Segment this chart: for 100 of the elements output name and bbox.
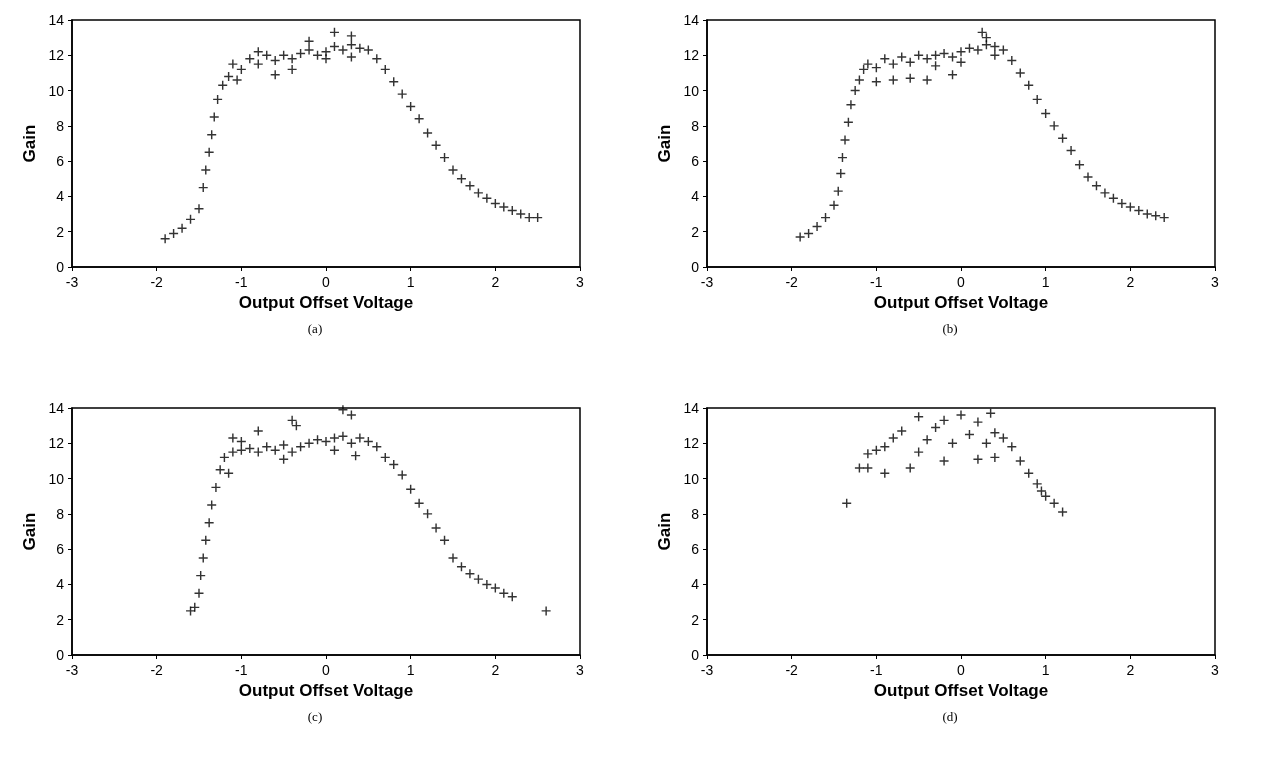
point [846,100,856,110]
point [1066,146,1076,156]
point [880,468,890,478]
point [346,31,356,41]
point [346,410,356,420]
point [304,438,314,448]
point [956,47,966,57]
point [448,553,458,563]
y-tick-label: 8 [56,117,65,134]
x-tick-label: 2 [1126,274,1135,290]
point [795,232,805,242]
y-tick-label: 12 [683,435,700,452]
point [880,442,890,452]
point [990,452,1000,462]
point [956,57,966,67]
y-tick-label: 12 [683,47,700,64]
point [1159,213,1169,223]
y-axis-title: Gain [19,124,39,163]
point [329,433,339,443]
y-tick-label: 8 [56,505,65,522]
y-axis-title: Gain [19,512,39,551]
y-tick-label: 4 [691,188,700,205]
point [1117,198,1127,208]
point [840,135,850,145]
y-tick-label: 6 [56,541,65,558]
point [431,140,441,150]
point [397,470,407,480]
point [1142,209,1152,219]
y-axis-title: Gain [654,124,674,163]
point [897,426,907,436]
point [228,433,238,443]
point [372,54,382,64]
point [338,431,348,441]
point [516,209,526,219]
x-axis-title: Output Offset Voltage [238,680,414,700]
x-tick-label: 3 [576,274,585,290]
point [209,112,219,122]
point [812,221,822,231]
point [1041,491,1051,501]
point [863,59,873,69]
point [888,75,898,85]
point [465,181,475,191]
point [1032,479,1042,489]
point [1151,211,1161,221]
y-tick-label: 10 [48,470,65,487]
point [406,484,416,494]
point [198,553,208,563]
point [948,52,958,62]
point [922,75,932,85]
point [245,54,255,64]
point [905,463,915,473]
point [160,234,170,244]
point [287,64,297,74]
point [372,442,382,452]
point [232,75,242,85]
point [270,56,280,66]
y-tick-label: 12 [48,435,65,452]
point [1125,202,1135,212]
y-tick-label: 14 [48,400,65,416]
point [270,445,280,455]
x-tick-label: -3 [700,274,714,290]
point [304,36,314,46]
point [363,45,373,55]
point [499,202,509,212]
point [414,498,424,508]
point [850,86,860,96]
point [829,200,839,210]
x-tick-label: 3 [1211,662,1220,678]
y-tick-label: 14 [48,12,65,28]
point [956,410,966,420]
x-tick-label: -3 [700,662,714,678]
point [1036,486,1046,496]
point [287,54,297,64]
point [1100,188,1110,198]
point [201,165,211,175]
x-tick-label: -3 [65,274,79,290]
point [863,449,873,459]
point [905,57,915,67]
point [973,454,983,464]
y-axis-title: Gain [654,512,674,551]
point [1049,498,1059,508]
x-tick-label: 3 [576,662,585,678]
y-tick-label: 2 [56,223,65,240]
point [321,437,331,447]
y-tick-label: 10 [48,82,65,99]
y-tick-label: 6 [691,541,700,558]
y-tick-label: 0 [691,259,700,275]
x-axis-title: Output Offset Voltage [238,292,414,312]
x-tick-label: 2 [491,662,500,678]
point [854,463,864,473]
x-tick-label: -1 [235,274,248,290]
point [204,147,214,157]
point [321,54,331,64]
point [973,417,983,427]
point [482,579,492,589]
x-tick-label: -2 [150,662,164,678]
point [541,606,551,616]
y-tick-label: 0 [56,259,65,275]
point [922,435,932,445]
point [905,73,915,83]
